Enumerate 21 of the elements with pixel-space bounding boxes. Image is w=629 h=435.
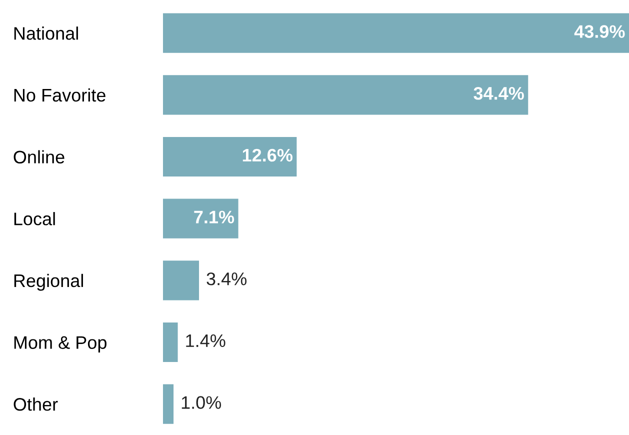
bar: [162, 136, 297, 177]
y-tick-label: Online: [14, 150, 64, 164]
bar: [162, 198, 238, 238]
bar: [162, 13, 629, 53]
bar: [162, 322, 178, 362]
y-tick-label: Regional: [14, 274, 83, 291]
data-label: 1.4%: [186, 334, 226, 348]
y-tick-label: Mom & Pop: [14, 336, 106, 353]
data-label: 34.4%: [474, 86, 524, 100]
bar: [162, 260, 200, 300]
data-label: 3.4%: [206, 272, 247, 286]
y-tick-label: No Favorite: [14, 88, 106, 102]
y-tick-label: Other: [14, 398, 58, 411]
data-label: 43.9%: [574, 25, 625, 38]
bar: [162, 384, 174, 424]
y-tick-label: National: [14, 26, 78, 40]
y-tick-label: Local: [14, 212, 55, 226]
data-label: 12.6%: [242, 148, 292, 162]
data-label: 7.1%: [194, 210, 234, 224]
data-label: 1.0%: [182, 396, 222, 409]
bar: [162, 75, 528, 115]
